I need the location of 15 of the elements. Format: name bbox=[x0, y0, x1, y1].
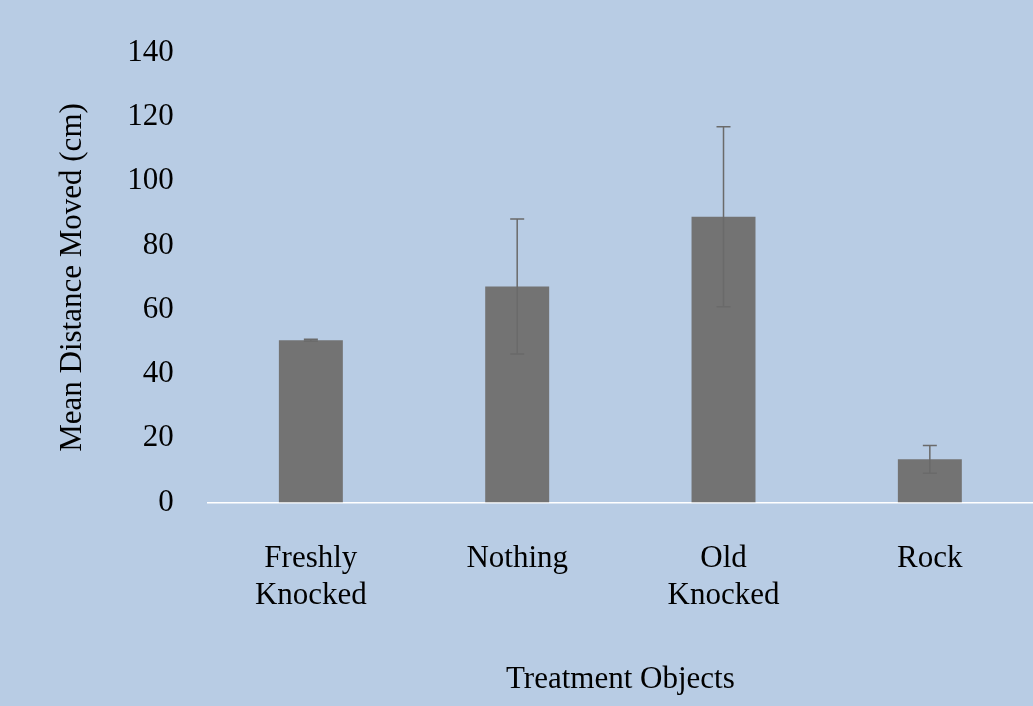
y-tick-label: 80 bbox=[142, 225, 174, 261]
x-tick-label: Rock bbox=[897, 539, 964, 575]
y-axis-title: Mean Distance Moved (cm) bbox=[52, 103, 88, 452]
y-tick-label: 60 bbox=[142, 289, 174, 325]
y-tick-label: 140 bbox=[127, 32, 174, 68]
x-tick-label: Old Knocked bbox=[667, 539, 780, 612]
y-tick-label: 120 bbox=[127, 97, 174, 132]
y-tick-label: 20 bbox=[142, 418, 174, 454]
y-tick-label: 0 bbox=[158, 482, 174, 518]
x-axis-title: Treatment Objects bbox=[505, 659, 735, 695]
y-tick-label: 100 bbox=[127, 161, 174, 197]
bar bbox=[278, 340, 343, 503]
x-tick-label: Freshly Knocked bbox=[254, 539, 368, 612]
x-tick-label: Nothing bbox=[466, 539, 568, 575]
y-tick-label: 40 bbox=[142, 354, 174, 390]
